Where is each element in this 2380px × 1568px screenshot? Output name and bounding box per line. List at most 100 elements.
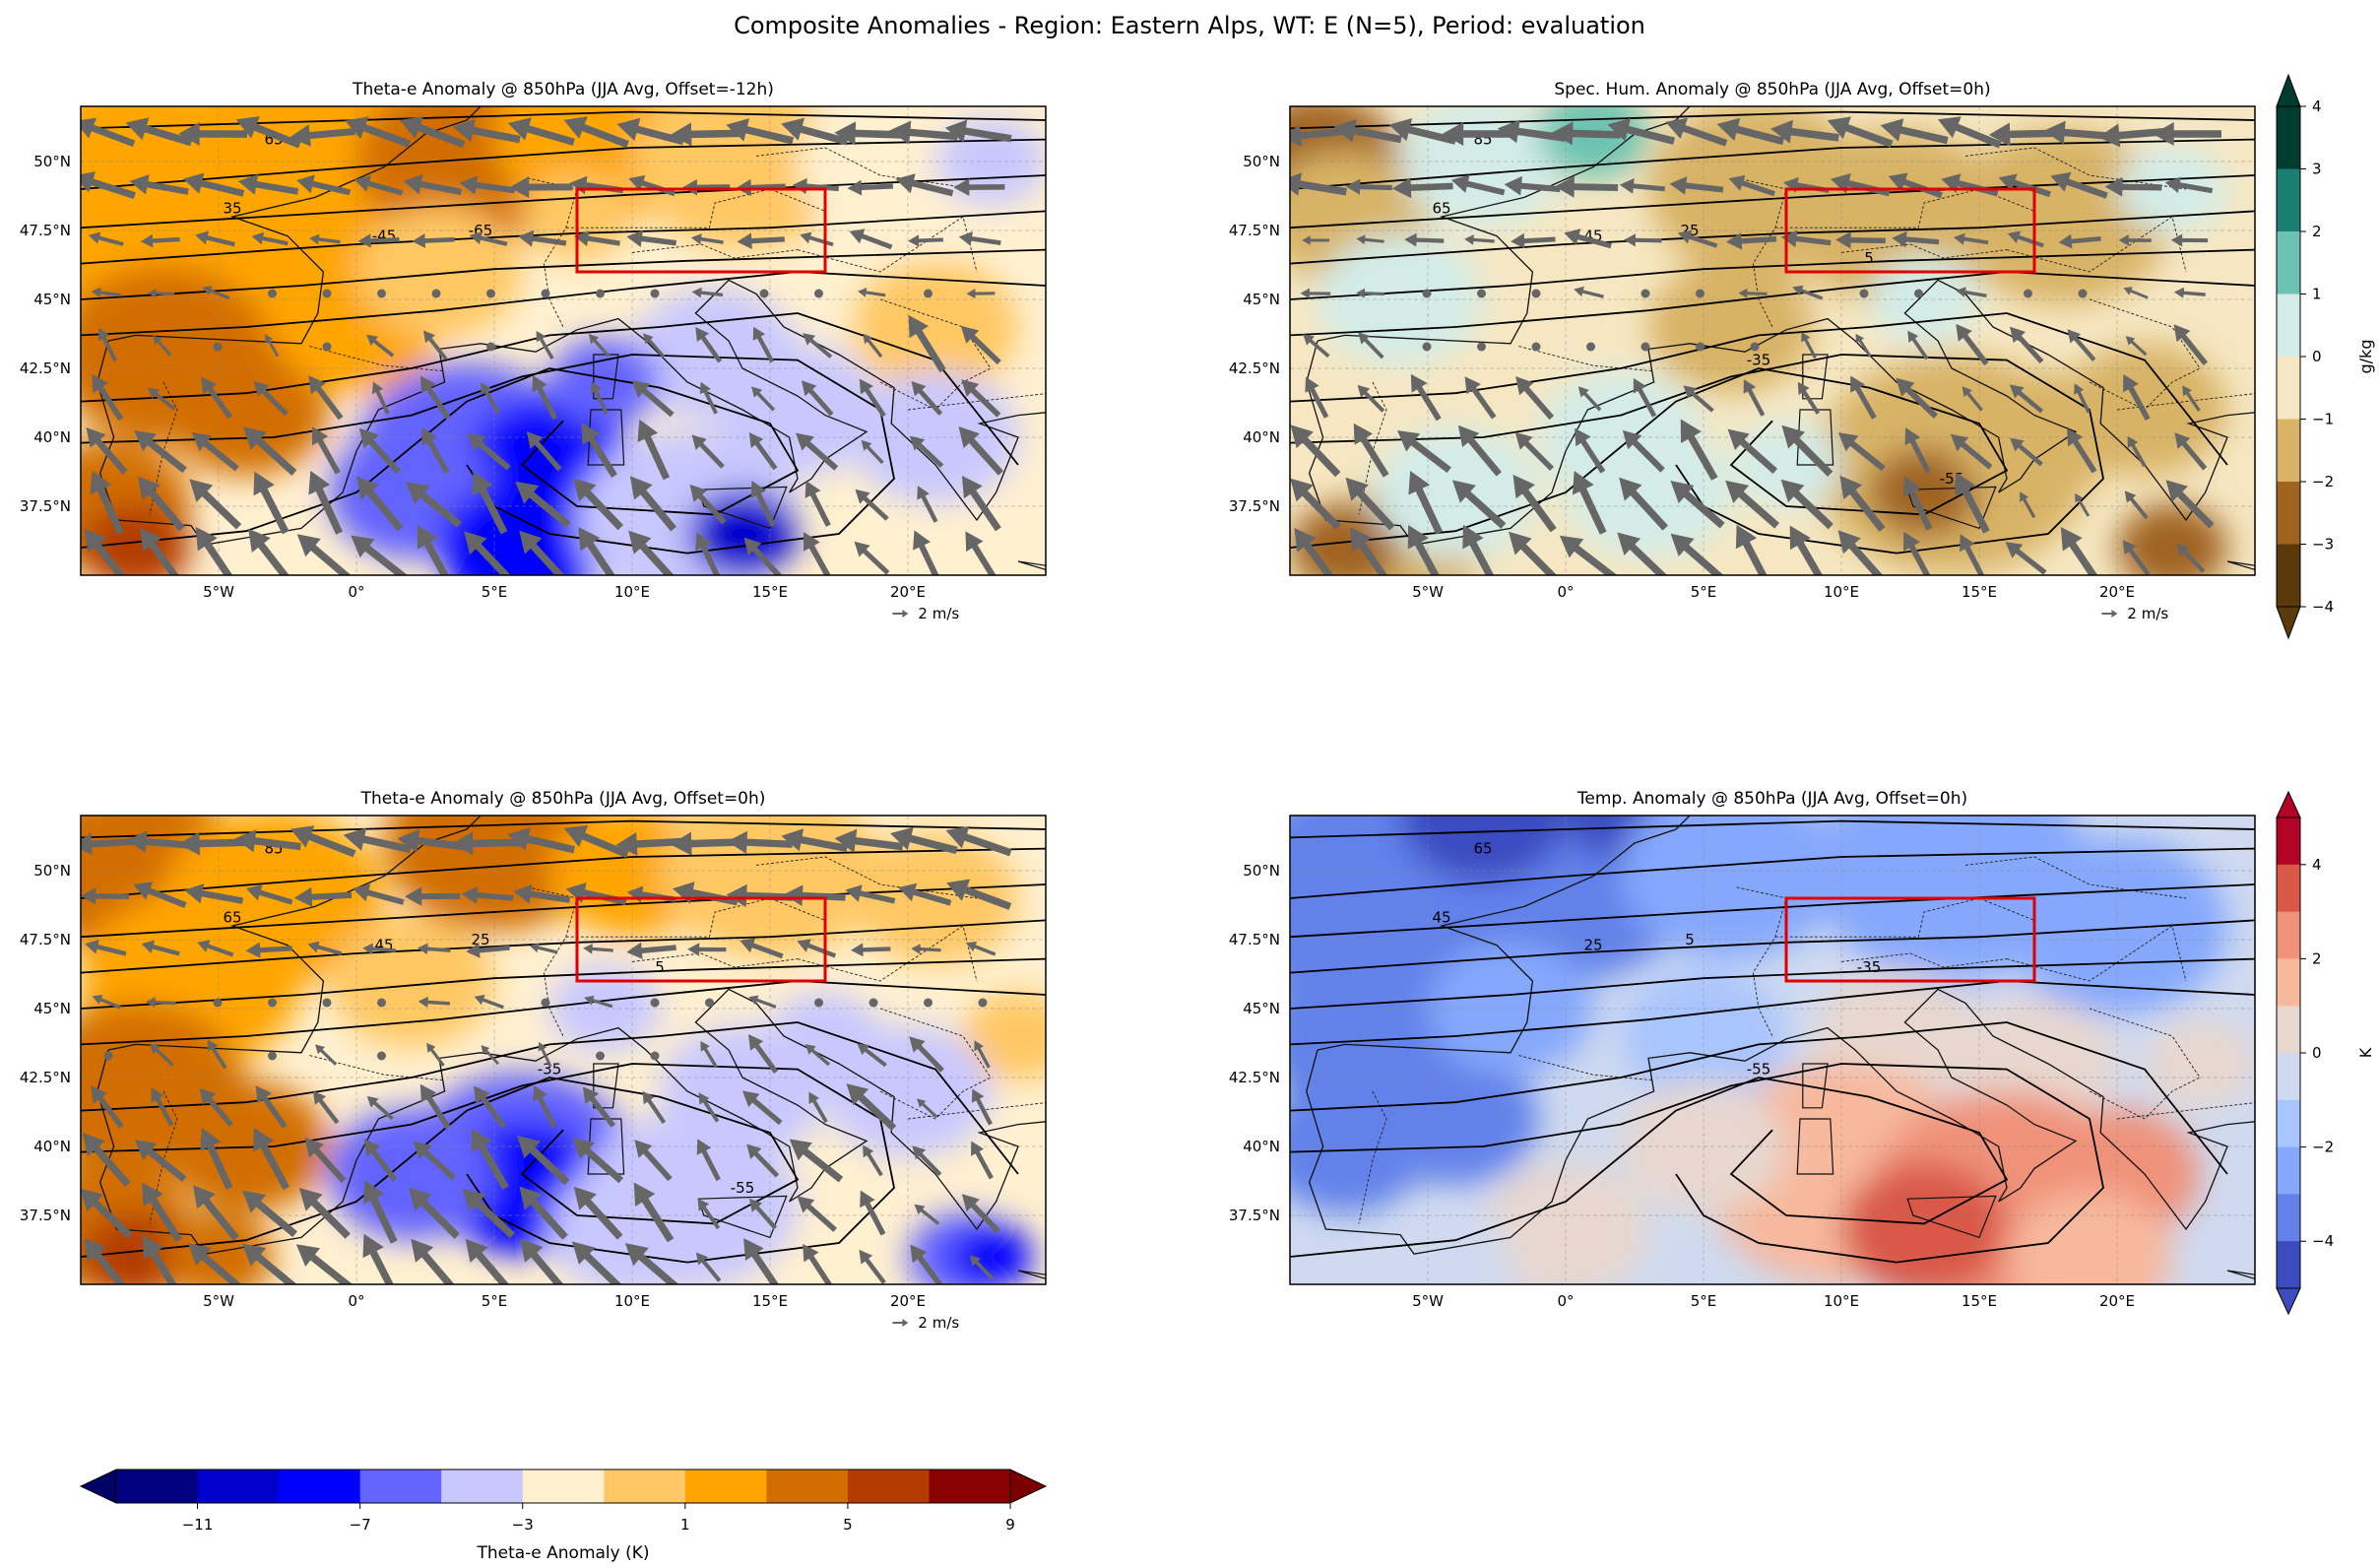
colorbar-extend-bottom (2276, 1287, 2301, 1316)
wind-arrow-head (1801, 331, 1811, 343)
wind-arrow-head (700, 1040, 710, 1052)
contour-label: -55 (1747, 1061, 1771, 1078)
wind-arrow-head (129, 174, 150, 195)
country-border (1964, 147, 2187, 190)
wind-arrow-head (1998, 173, 2018, 192)
wind-arrow-head (517, 1135, 541, 1159)
colorbar-segment (441, 1470, 524, 1503)
wind-arrow-head (151, 1087, 164, 1103)
calm-dot (2024, 289, 2032, 298)
wind-arrow-head (1665, 117, 1688, 139)
colorbar-segment (2277, 482, 2300, 545)
wind-arrow-head (1410, 373, 1428, 393)
wind-arrow-head (533, 1085, 547, 1102)
anomaly-patch (163, 1212, 274, 1284)
wind-arrow-head (861, 439, 872, 451)
wind-arrow-head (147, 387, 161, 399)
lat-tick-label: 47.5°N (1229, 222, 1280, 239)
lat-tick-label: 47.5°N (20, 222, 71, 239)
wind-arrow-head (1937, 116, 1962, 139)
wind-arrow-head (532, 375, 547, 393)
wind-arrow-head (1735, 524, 1758, 550)
lon-tick-label: 5°W (203, 1292, 234, 1310)
colorbar-tick-label: −4 (2312, 1232, 2334, 1250)
colorbar-segment (2277, 1146, 2300, 1195)
wind-arrow-head (1988, 122, 2011, 147)
height-contour (1290, 847, 2255, 899)
anomaly-patch (770, 992, 880, 1080)
colorbar-tick-label: 2 (2312, 223, 2322, 240)
panel-title: Spec. Hum. Anomaly @ 850hPa (JJA Avg, Of… (1554, 80, 1990, 99)
lat-tick-label: 40°N (1243, 428, 1280, 446)
wind-arrow-head (245, 942, 261, 958)
wind-arrow-head (1290, 172, 1302, 196)
map-panel-1: Theta-e Anomaly @ 850hPa (JJA Avg, Offse… (20, 80, 1047, 622)
wind-arrow-head (423, 330, 435, 344)
wind-arrow-head (519, 1186, 543, 1210)
wind-arrow-head (1407, 525, 1429, 550)
wind-arrow-head (834, 828, 858, 853)
wind-arrow-head (969, 1255, 981, 1267)
wind-arrow-head (1903, 531, 1920, 552)
wind-arrow-head (1564, 229, 1581, 245)
wind-arrow-head (1457, 425, 1480, 448)
wind-arrow-head (418, 996, 428, 1008)
wind-arrow-head (628, 174, 646, 191)
lat-tick-label: 37.5°N (20, 497, 71, 515)
colorbar-tick-label: −4 (2312, 598, 2334, 616)
wind-arrow-head (2125, 336, 2136, 346)
country-border (1736, 177, 1787, 328)
anomaly-patch (949, 1223, 1032, 1284)
lon-tick-label: 0° (1557, 1292, 1574, 1310)
wind-arrow-head (699, 381, 711, 395)
contour-label: 65 (1473, 840, 1492, 858)
colorbar-tick-label: 2 (2312, 949, 2322, 967)
colorbar-segment (522, 1470, 605, 1503)
colorbar-extend-top (2276, 790, 2301, 818)
wind-arrow-head (2123, 373, 2139, 393)
country-border (149, 381, 178, 515)
wind-arrow-head (797, 939, 811, 952)
colorbar-thetae: −11 −7 −3 1 5 9 Theta-e Anomaly (K) (79, 1469, 1048, 1563)
wind-arrow-head (2173, 287, 2185, 298)
wind-arrow-head (2153, 122, 2174, 146)
wind-arrow-head (141, 940, 156, 953)
wind-arrow-head (691, 434, 707, 450)
wind-arrow-head (469, 231, 482, 245)
wind-arrow-head (946, 879, 971, 901)
wind-arrow-head (253, 1128, 275, 1152)
wind-arrow-head (189, 479, 214, 502)
wind-arrow-head (2176, 543, 2190, 557)
wind-arrow-head (1792, 285, 1804, 296)
lon-tick-label: 10°E (614, 583, 650, 601)
quiver-key-label: 2 m/s (918, 1314, 959, 1332)
lon-tick-label: 5°E (1691, 1292, 1717, 1310)
wind-arrow-head (1835, 231, 1851, 249)
wind-arrow-head (515, 481, 540, 504)
lon-tick-label: 15°E (752, 1292, 788, 1310)
wind-arrow-head (255, 1085, 272, 1104)
wind-arrow-head (1837, 530, 1861, 555)
lat-tick-label: 37.5°N (1229, 497, 1280, 515)
wind-arrow-head (634, 1140, 653, 1158)
wind-arrow-head (726, 118, 749, 142)
wind-arrow-head (481, 382, 492, 395)
island-outline (1802, 354, 1829, 400)
colorbar-segment (929, 1470, 1011, 1503)
wind-arrow-head (2170, 233, 2183, 247)
lat-tick-label: 42.5°N (20, 359, 71, 377)
wind-arrow-head (471, 1128, 492, 1153)
lat-tick-label: 40°N (33, 1138, 71, 1155)
colorbar-tick-label: −2 (2312, 1139, 2334, 1156)
map-panel-3: Theta-e Anomaly @ 850hPa (JJA Avg, Offse… (20, 789, 1047, 1332)
country-border (2089, 298, 2201, 411)
country-border (1358, 381, 1387, 515)
wind-arrow-head (748, 1034, 764, 1051)
coastline (96, 279, 1046, 546)
height-contour (81, 957, 1046, 1010)
wind-arrow-head (1350, 527, 1372, 552)
wind-arrow-head (1345, 178, 1361, 195)
country-border (1518, 346, 1654, 372)
wind-arrow-head (148, 289, 157, 298)
